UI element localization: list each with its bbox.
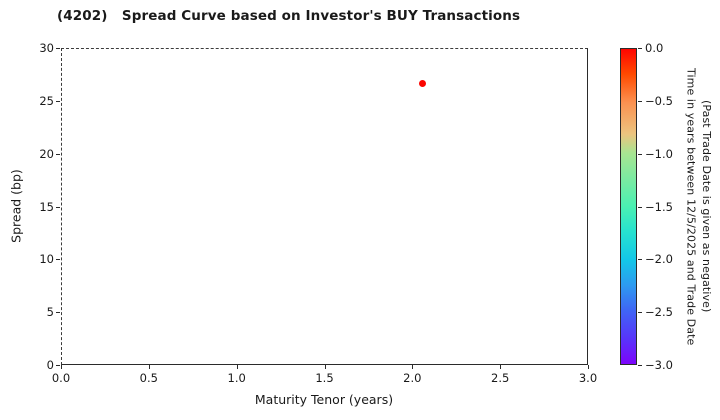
colorbar-tick-mark [638,312,642,314]
x-axis-label: Maturity Tenor (years) [254,392,394,407]
x-tick-mark [236,365,238,369]
plot-area [61,48,588,365]
colorbar-tick-mark [638,259,642,261]
colorbar-tick-label: −3.0 [645,358,673,372]
x-tick-mark [412,365,414,369]
y-tick-mark [56,259,60,261]
x-tick-label: 0.5 [139,371,158,385]
colorbar-tick-label: −1.0 [645,146,673,161]
x-tick-mark [500,365,502,369]
x-tick-label: 2.0 [403,371,422,385]
chart-title: (4202) Spread Curve based on Investor's … [57,8,521,24]
x-tick-label: 0.0 [51,371,71,385]
colorbar [620,48,637,365]
y-tick-label: 20 [39,146,54,161]
scatter-point [419,80,427,88]
x-tick-label: 3.0 [578,371,598,385]
colorbar-tick-mark [638,153,642,155]
x-tick-label: 2.5 [491,371,510,385]
y-tick-mark [56,312,60,314]
colorbar-tick-label: −0.5 [645,93,673,108]
colorbar-tick-label: −2.5 [645,305,673,320]
x-tick-mark [148,365,150,369]
colorbar-tick-label: 0.0 [645,41,664,55]
colorbar-tick-mark [638,206,642,208]
y-tick-mark [56,365,60,366]
colorbar-tick-mark [638,48,642,49]
y-axis-label: Spread (bp) [8,169,24,243]
x-tick-mark [324,365,326,369]
colorbar-tick-mark [638,100,642,102]
x-tick-mark [588,365,589,369]
y-tick-mark [56,48,60,49]
y-tick-mark [56,206,60,208]
y-tick-mark [56,100,60,102]
colorbar-tick-label: −1.5 [645,199,673,214]
colorbar-tick-mark [638,365,642,366]
x-tick-mark [61,365,62,369]
colorbar-label-line1: Time in years between 12/5/2025 and Trad… [684,67,698,346]
x-tick-label: 1.5 [315,371,334,385]
y-tick-label: 10 [39,252,54,267]
y-tick-label: 15 [39,199,54,214]
y-tick-label: 5 [46,305,54,320]
y-tick-mark [56,153,60,155]
y-tick-label: 25 [39,93,54,108]
colorbar-label: Time in years between 12/5/2025 and Trad… [683,48,714,365]
y-tick-label: 30 [39,41,54,55]
colorbar-tick-label: −2.0 [645,252,673,267]
colorbar-label-line2: (Past Trade Date is given as negative) [700,100,713,313]
y-tick-label: 0 [46,358,54,372]
x-tick-label: 1.0 [227,371,246,385]
